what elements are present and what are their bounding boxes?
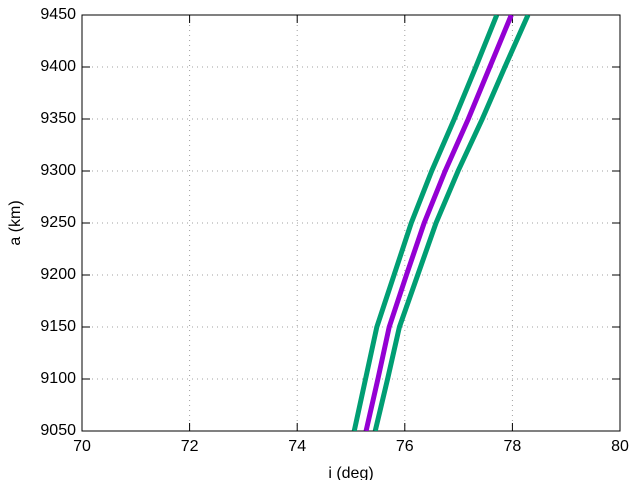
x-tick-label: 74 [288, 438, 306, 455]
plot-frame [81, 14, 621, 432]
data-line [372, 15, 531, 431]
y-tick-label: 9400 [40, 58, 76, 75]
y-tick-label: 9300 [40, 162, 76, 179]
y-tick-label: 9350 [40, 110, 76, 127]
y-tick-label: 9200 [40, 266, 76, 283]
data-line [351, 15, 500, 431]
x-axis-label: i (deg) [328, 465, 373, 480]
x-tick-label: 70 [73, 438, 91, 455]
y-axis-label: a (km) [7, 200, 24, 245]
x-tick-label: 80 [611, 438, 629, 455]
data-line [363, 15, 514, 431]
y-tick-label: 9250 [40, 214, 76, 231]
y-tick-label: 9450 [40, 6, 76, 23]
x-tick-label: 72 [181, 438, 199, 455]
y-tick-label: 9150 [40, 318, 76, 335]
x-tick-label: 76 [396, 438, 414, 455]
x-tick-label: 78 [504, 438, 522, 455]
y-tick-label: 9100 [40, 370, 76, 387]
y-tick-label: 9050 [40, 422, 76, 439]
